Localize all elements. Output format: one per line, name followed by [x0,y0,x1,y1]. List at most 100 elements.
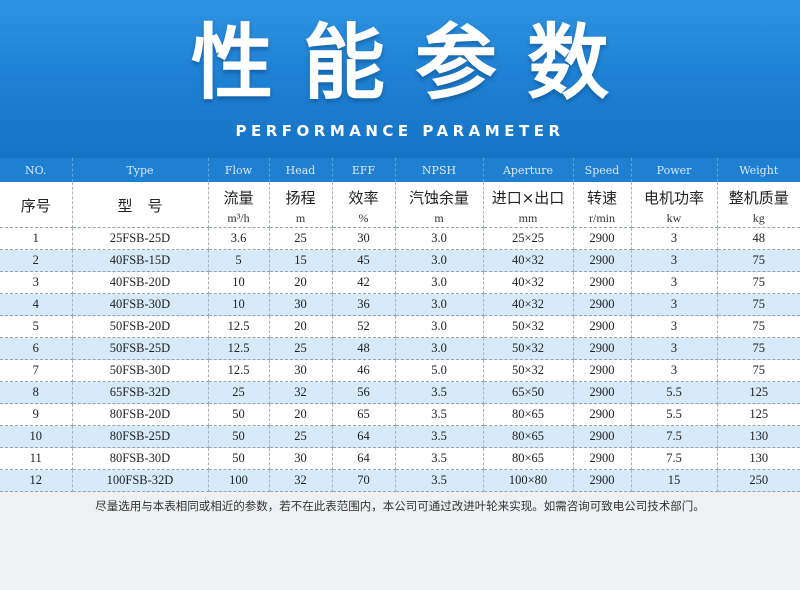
table-cell: 50FSB-20D [72,315,209,338]
table-cell: 25 [269,425,333,448]
column-header-unit: kg [752,211,765,225]
table-cell: 30 [269,293,333,316]
table-cell: 2900 [573,403,632,426]
table-cell: 40×32 [483,293,574,316]
table-cell: 50 [208,403,270,426]
table-cell: 3.0 [395,337,484,360]
table-cell: 46 [332,359,396,382]
table-cell: 45 [332,249,396,272]
column-header-zh: 整机质量 kg [717,182,800,228]
column-header-unit: kw [666,211,682,225]
column-header-label: 进口×出口 [491,189,565,207]
table-cell: 65FSB-32D [72,381,209,404]
table-cell: 80×65 [483,447,574,470]
table-cell: 70 [332,469,396,492]
table-cell: 30 [269,447,333,470]
table-cell: 125 [717,403,800,426]
table-cell: 12.5 [208,337,270,360]
table-cell: 2900 [573,337,632,360]
column-header-en: NO. [0,158,73,182]
table-cell: 50×32 [483,337,574,360]
column-header-label: 效率 [348,189,379,207]
table-cell: 2900 [573,315,632,338]
table-cell: 3.0 [395,249,484,272]
header-row-zh: 序号 型 号 流量 m³/h 扬程 m 效率% 汽蚀余量 m 进口×出口 mm 转速 r/min 电机功率… [0,182,800,228]
table-row: 4 40FSB-30D 10 30 36 3.0 40×32 2900 3 75 [0,293,800,316]
table-cell: 3.5 [395,403,484,426]
column-header-unit: mm [518,211,538,225]
table-cell: 65×50 [483,381,574,404]
table-cell: 5.0 [395,359,484,382]
banner-title: 性能参数 [190,16,639,111]
column-header-zh: 扬程 m [269,182,333,228]
table-cell: 50 [208,425,270,448]
table-cell: 25 [208,381,270,404]
table-cell: 11 [0,447,73,470]
table-cell: 20 [269,315,333,338]
table-cell: 100 [208,469,270,492]
column-header-en: Flow [208,158,270,182]
column-header-en: NPSH [395,158,484,182]
table-cell: 12.5 [208,315,270,338]
table-cell: 3 [631,315,718,338]
table-cell: 40FSB-15D [72,249,209,272]
table-cell: 42 [332,271,396,294]
table-cell: 2900 [573,293,632,316]
table-cell: 15 [631,469,718,492]
table-row: 1 25FSB-25D 3.6 25 30 3.0 25×25 2900 3 48 [0,227,800,250]
table-cell: 3.0 [395,315,484,338]
table-cell: 75 [717,293,800,316]
column-header-en: EFF [332,158,396,182]
table-cell: 3 [631,249,718,272]
column-header-zh: 流量 m³/h [208,182,270,228]
table-cell: 2900 [573,359,632,382]
table-cell: 250 [717,469,800,492]
table-cell: 80×65 [483,403,574,426]
column-header-en: Speed [573,158,632,182]
column-header-unit: m [434,211,444,225]
column-header-zh: 转速 r/min [573,182,632,228]
table-cell: 30 [269,359,333,382]
table-cell: 75 [717,337,800,360]
table-cell: 75 [717,359,800,382]
table-cell: 130 [717,425,800,448]
column-header-label: 转速 [586,189,617,207]
table-cell: 2900 [573,447,632,470]
column-header-zh: 电机功率 kw [631,182,718,228]
table-cell: 40×32 [483,249,574,272]
banner: 性能参数 PERFORMANCE PARAMETER [0,0,800,158]
table-cell: 125 [717,381,800,404]
column-header-unit: % [358,211,369,225]
table-cell: 5.5 [631,381,718,404]
table-row: 6 50FSB-25D 12.5 25 48 3.0 50×32 2900 3 75 [0,337,800,360]
table-cell: 3.0 [395,271,484,294]
table-cell: 3 [631,227,718,250]
column-header-label: 型 号 [117,197,163,215]
table-row: 3 40FSB-20D 10 20 42 3.0 40×32 2900 3 75 [0,271,800,294]
table-cell: 3.5 [395,469,484,492]
column-header-en: Weight [717,158,800,182]
column-header-zh: 进口×出口 mm [483,182,574,228]
table-cell: 75 [717,315,800,338]
column-header-zh: 型 号 [72,182,209,228]
table-cell: 25 [269,337,333,360]
table-cell: 50×32 [483,359,574,382]
table-cell: 25×25 [483,227,574,250]
column-header-label: 序号 [20,197,51,215]
table-cell: 50FSB-30D [72,359,209,382]
table-cell: 12.5 [208,359,270,382]
table-cell: 32 [269,469,333,492]
column-header-en: Power [631,158,718,182]
column-header-en: Type [72,158,209,182]
table-cell: 3.0 [395,293,484,316]
table-cell: 2900 [573,381,632,404]
table-row: 5 50FSB-20D 12.5 20 52 3.0 50×32 2900 3 75 [0,315,800,338]
column-header-unit: m [295,211,306,225]
column-header-label: 电机功率 [643,189,704,207]
table-cell: 2 [0,249,73,272]
table-cell: 2900 [573,425,632,448]
table-cell: 40×32 [483,271,574,294]
table-cell: 56 [332,381,396,404]
table-cell: 40FSB-30D [72,293,209,316]
